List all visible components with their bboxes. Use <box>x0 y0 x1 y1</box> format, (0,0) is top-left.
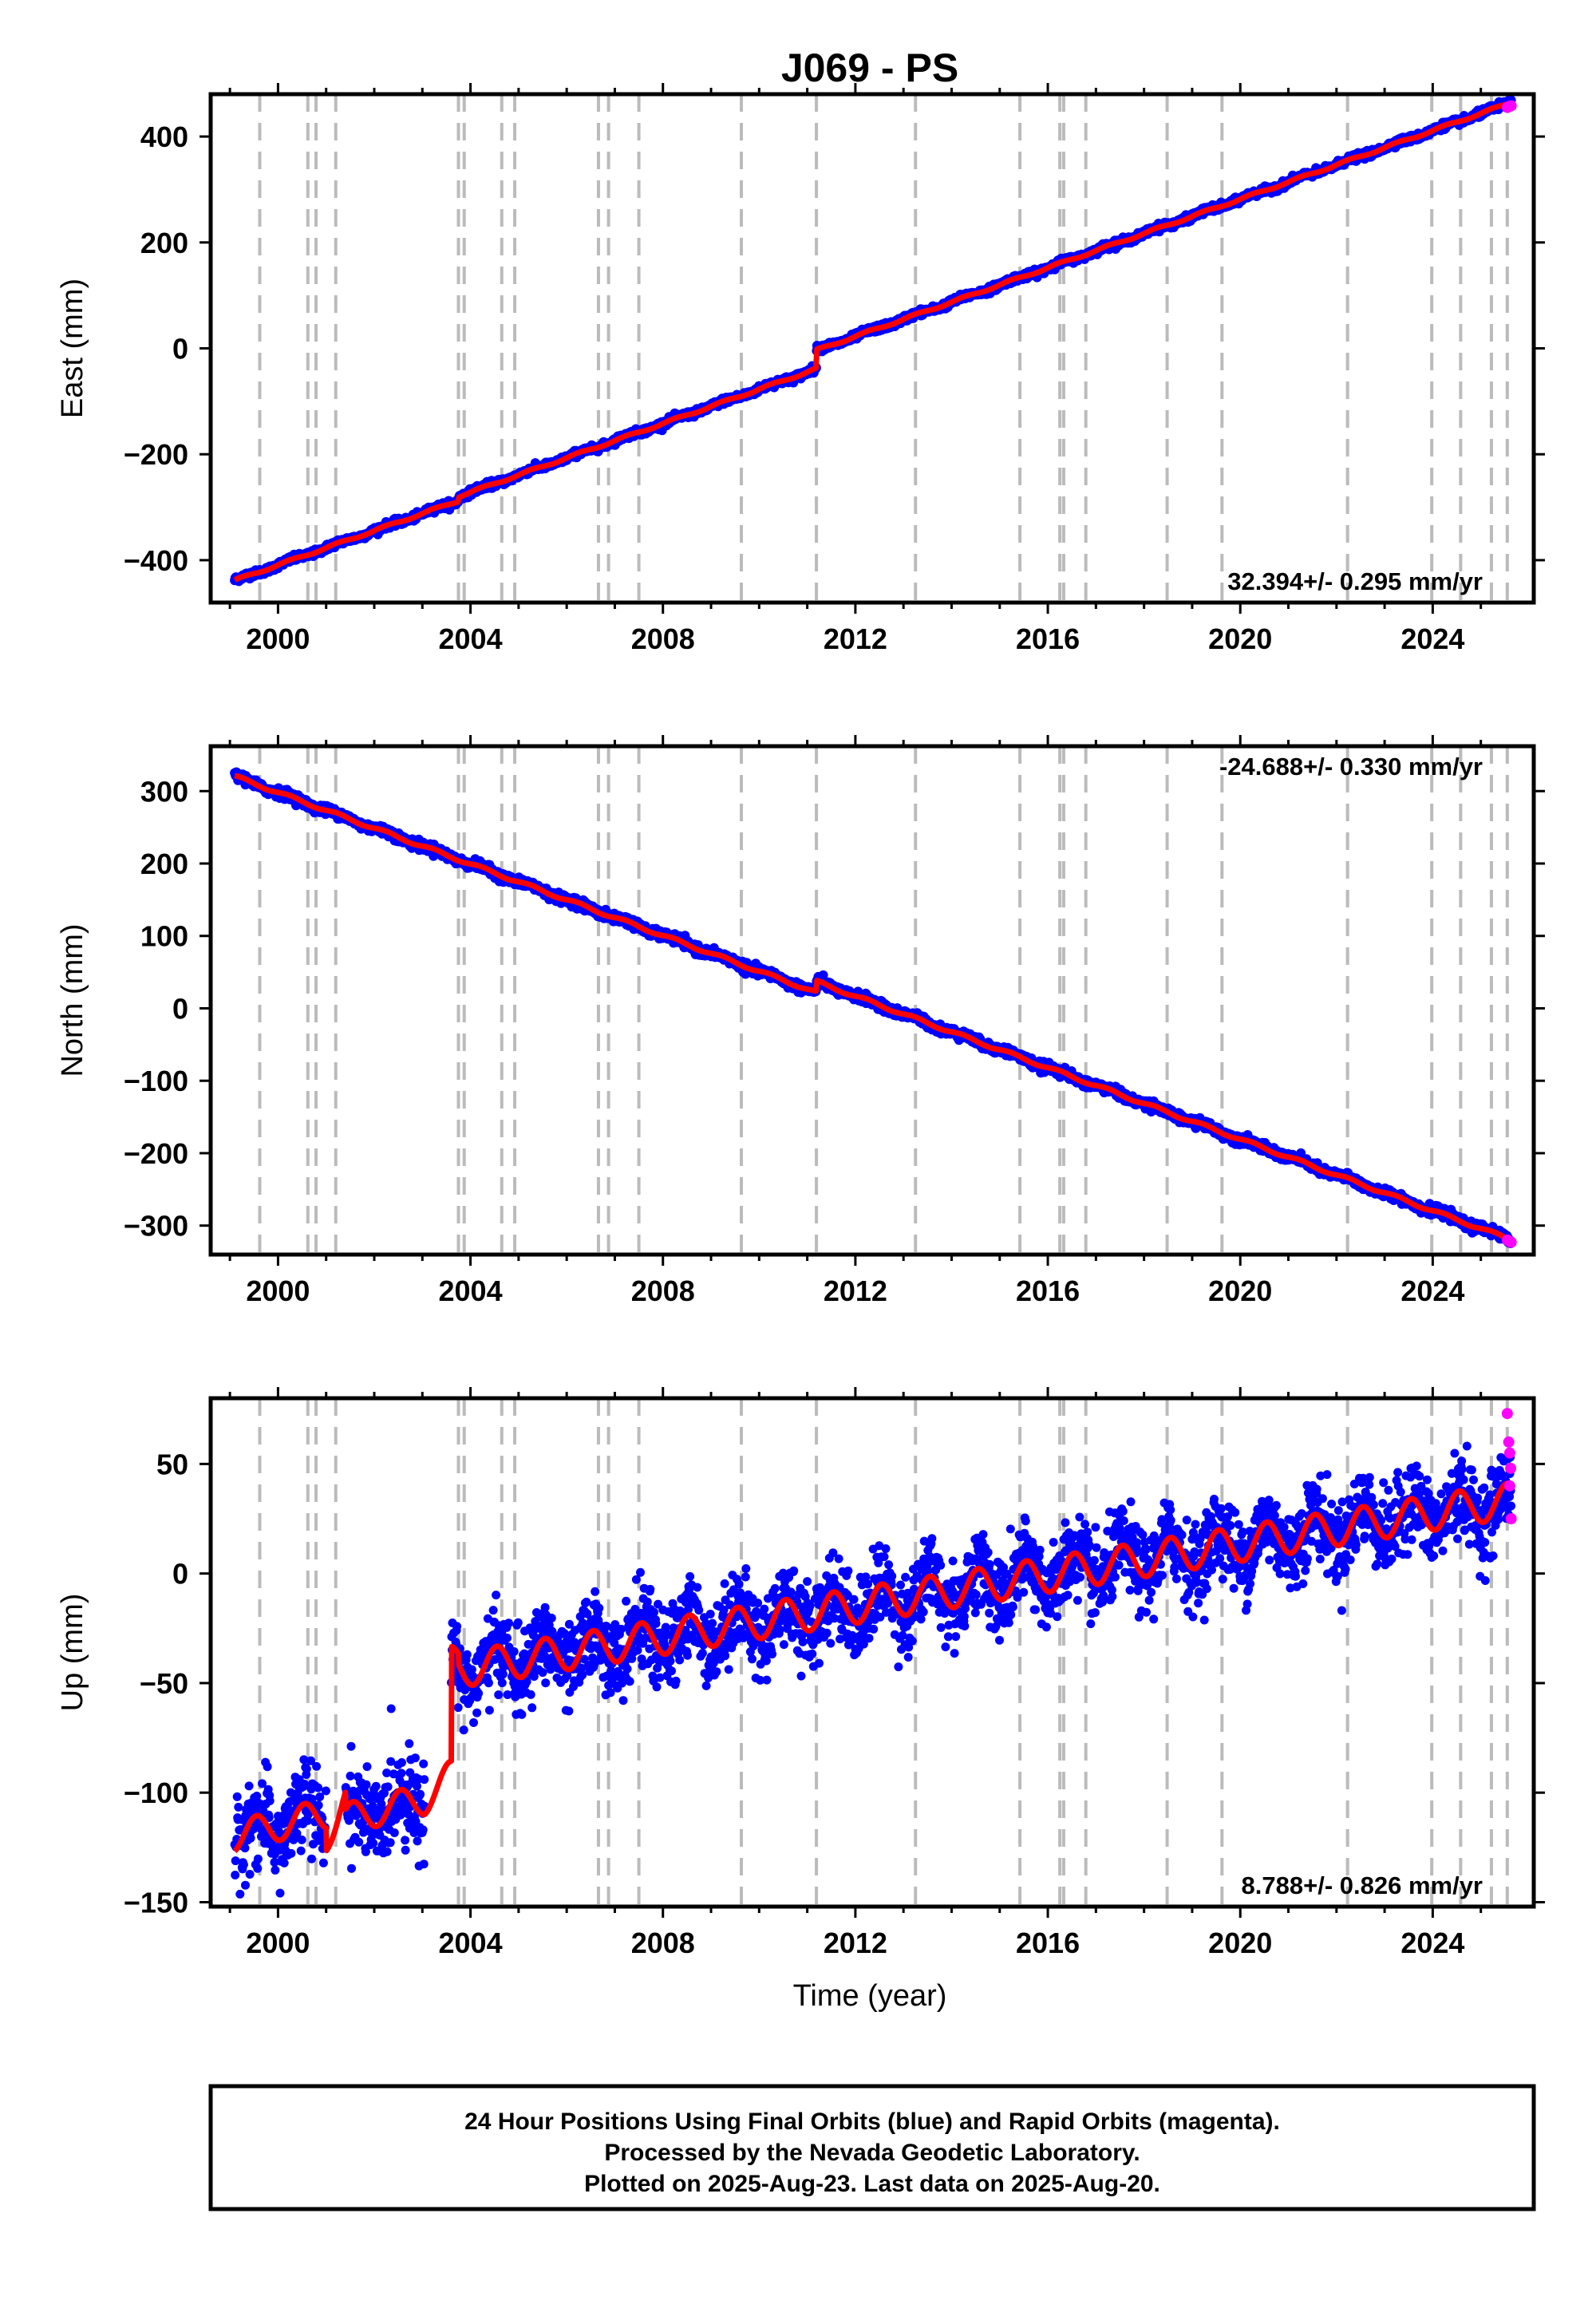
panel-north: 2000 2004 2008 2012 2016 2020 2024−300−200−100… <box>56 735 1545 1307</box>
rapid-point <box>1505 100 1517 112</box>
rapid-points-east <box>1501 100 1517 113</box>
y-tick-label: 0 <box>172 333 188 366</box>
x-tick-label: 2000 <box>246 622 310 655</box>
x-tick-label: 2020 <box>1208 622 1272 655</box>
x-tick-label: 2024 <box>1400 622 1464 655</box>
panel-east: 2000 2004 2008 2012 2016 2020 2024 −400 −200 0 200… <box>56 83 1545 655</box>
x-tick-label: 2004 <box>439 622 503 655</box>
y-tick-label: 200 <box>140 227 188 259</box>
x-tick-label: 2016 <box>1016 622 1080 655</box>
x-axis-east <box>228 83 1483 614</box>
y-axis-east <box>200 135 1545 562</box>
x-tick-label: 2008 <box>631 622 695 655</box>
model-line-east <box>232 101 1513 583</box>
final-points-north <box>230 767 1516 1248</box>
chart-title: J069 - PS <box>781 45 958 90</box>
y-tick-label: 400 <box>140 121 188 153</box>
y-axis-label: East (mm) <box>56 279 89 418</box>
y-tick-label: −200 <box>124 438 188 471</box>
y-tick-label: −400 <box>124 544 188 577</box>
x-tick-label: 2012 <box>824 622 887 655</box>
rate-label: 32.394+/- 0.295 mm/yr <box>1227 567 1483 595</box>
